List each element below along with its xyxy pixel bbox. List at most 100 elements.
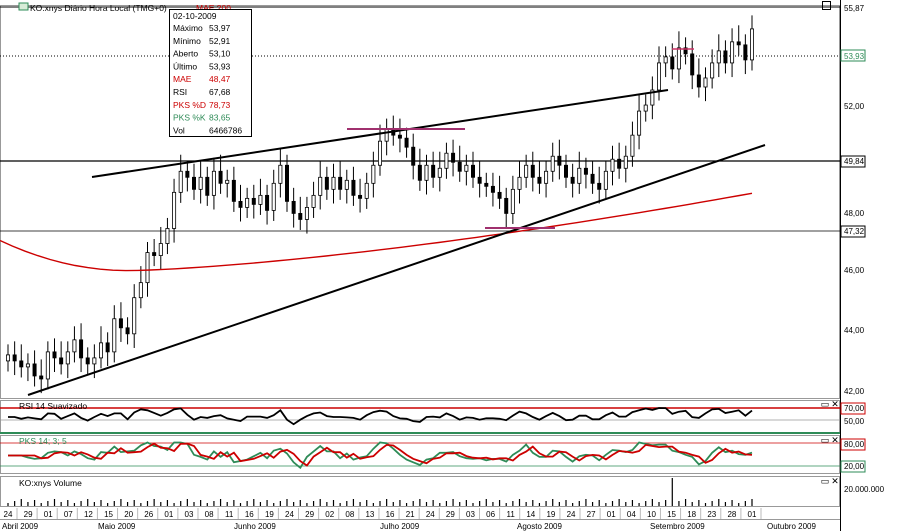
price-tick-52-00: 52,00 — [844, 102, 865, 111]
day-label: 19 — [546, 510, 555, 519]
price-tick-47-32: 47,32 — [844, 227, 865, 236]
volume-bar — [698, 500, 700, 506]
rsi-panel-close-button[interactable]: ✕ — [831, 399, 839, 409]
candle-body — [318, 176, 323, 196]
candle-body — [557, 155, 562, 166]
pks-20-box — [840, 460, 866, 473]
volume-bar — [312, 501, 315, 506]
volume-bar — [611, 501, 614, 506]
price-tick-53-93: 53,93 — [844, 52, 865, 61]
legend-label: Mínimo — [173, 36, 201, 46]
candle-body — [517, 176, 522, 190]
volume-panel-minimize-button[interactable]: ▭ — [820, 476, 830, 486]
candle-body — [158, 243, 163, 256]
volume-bar — [552, 499, 554, 506]
volume-bar — [279, 501, 281, 506]
pks-panel-minimize-button[interactable]: ▭ — [820, 435, 830, 445]
legend-label: MAE — [173, 74, 192, 84]
volume-bar — [452, 499, 454, 506]
candle-body — [118, 318, 123, 329]
price-axis: 55,87 53,93 52,00 49,84 48,00 47,32 46,0… — [840, 4, 885, 494]
ma-label: MAE 200 — [196, 3, 231, 13]
volume-bar — [591, 502, 594, 506]
price-tick-49-84: 49,84 — [844, 157, 865, 166]
day-label: 01 — [164, 510, 173, 519]
day-label: 07 — [64, 510, 73, 519]
lower-trendline[interactable] — [27, 144, 766, 396]
volume-bar — [711, 501, 713, 506]
day-label: 29 — [446, 510, 455, 519]
candle-body — [397, 134, 402, 139]
month-label: Abril 2009 — [2, 522, 39, 531]
day-label: 11 — [507, 510, 516, 519]
candle-body — [676, 47, 681, 70]
volume-bar — [7, 503, 9, 506]
volume-bar — [638, 503, 640, 506]
rsi-panel-minimize-button[interactable]: ▭ — [820, 399, 830, 409]
volume-bar — [339, 503, 341, 506]
volume-bar — [459, 502, 461, 506]
volume-bar — [266, 500, 268, 506]
day-label: 04 — [627, 510, 636, 519]
candle-body — [404, 137, 409, 148]
candle-body — [105, 342, 110, 353]
candle-body — [79, 339, 84, 359]
volume-bar — [386, 499, 388, 506]
candle-body — [284, 164, 289, 202]
candle-body — [92, 357, 97, 365]
candle-body — [630, 134, 635, 157]
legend-date: 02-10-2009 — [173, 11, 217, 21]
volume-bar — [173, 503, 175, 506]
volume-bar — [485, 499, 487, 506]
pks-panel-close-button[interactable]: ✕ — [831, 435, 839, 445]
volume-bar — [731, 500, 733, 506]
volume-bar — [53, 499, 56, 506]
volume-bar — [180, 501, 182, 506]
legend-box — [169, 9, 252, 137]
volume-bar — [273, 503, 275, 506]
volume-bar — [625, 502, 627, 506]
candle-body — [703, 77, 708, 88]
volume-bar — [532, 500, 534, 506]
volume-bar — [525, 502, 527, 506]
volume-panel-close-button[interactable]: ✕ — [831, 476, 839, 486]
volume-bar — [412, 501, 414, 506]
legend-label: PKS %K — [173, 113, 206, 123]
candle-body — [504, 197, 509, 214]
volume-bar — [286, 499, 288, 506]
day-label: 23 — [707, 510, 716, 519]
pks-panel-frame — [0, 435, 840, 474]
candle-body — [278, 164, 283, 184]
level-box-47-32 — [840, 225, 866, 238]
day-label: 08 — [205, 510, 214, 519]
candle-body — [477, 176, 482, 184]
candle-body — [384, 128, 389, 142]
candle-body — [165, 228, 170, 244]
candle-body — [424, 164, 429, 181]
volume-bar — [326, 502, 328, 506]
upper-trendline[interactable] — [91, 89, 669, 178]
volume-bar — [512, 501, 514, 506]
candle-body — [99, 342, 104, 359]
volume-bar — [618, 499, 620, 506]
volume-panel-title: KO:xnys Volume — [19, 478, 82, 488]
volume-bar — [226, 502, 228, 506]
legend-value: 53,97 — [209, 23, 231, 33]
volume-bar — [67, 500, 69, 506]
pks-tick-80: 80,00 — [844, 440, 865, 449]
volume-bar — [399, 500, 401, 506]
pks-k-line — [8, 441, 753, 470]
candles-group — [6, 15, 755, 394]
rsi-tick-50: 50,00 — [844, 417, 865, 426]
main-panel-maximize-button[interactable] — [822, 1, 831, 10]
candle-body — [623, 155, 628, 169]
candle-body — [324, 176, 329, 190]
legend-label: Máximo — [173, 23, 203, 33]
volume-bar — [738, 503, 740, 506]
candle-body — [331, 176, 336, 190]
volume-bar — [678, 501, 680, 506]
rsi-tick-70: 70,00 — [844, 404, 865, 413]
volume-bar — [538, 503, 541, 506]
volume-bar — [671, 478, 673, 506]
